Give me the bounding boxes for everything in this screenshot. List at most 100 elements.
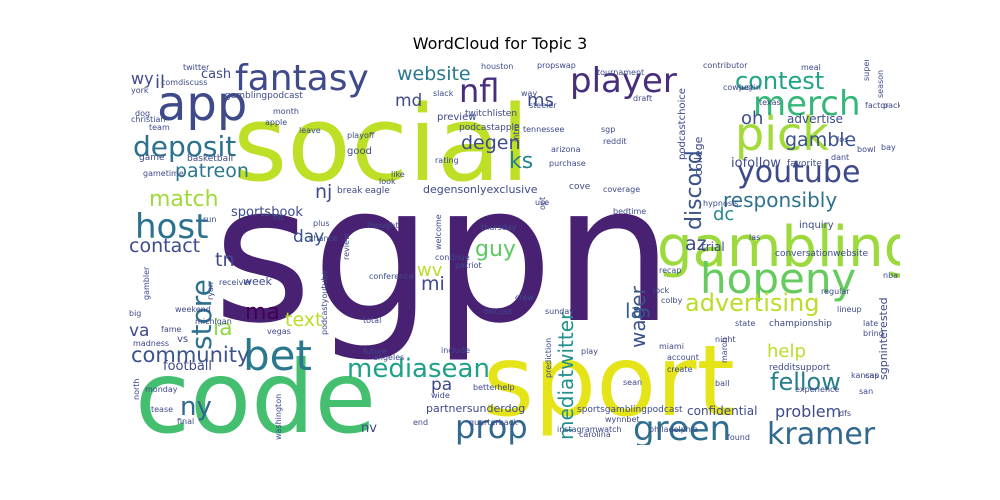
word-washington: washington	[274, 394, 283, 440]
word-cash: cash	[201, 67, 231, 82]
word-leave: leave	[299, 126, 321, 135]
word-gametime: gametime	[143, 169, 184, 178]
word-ia: ia	[213, 316, 233, 341]
word-problem: problem	[775, 402, 841, 421]
word-future: future	[363, 347, 387, 356]
word-madness: madness	[133, 339, 169, 348]
word-north: north	[132, 379, 141, 400]
word-patriot: patriot	[455, 261, 482, 270]
word-coverage: coverage	[603, 185, 640, 194]
word-day: day	[293, 227, 324, 247]
word-texas: texas	[759, 98, 781, 107]
word-use: use	[535, 198, 549, 207]
word-welcome: welcome	[434, 214, 443, 250]
word-partnersunderdog: partnersunderdog	[426, 402, 525, 415]
word-bet: bet	[243, 331, 312, 380]
word-app: app	[157, 76, 247, 132]
word-rating: rating	[435, 156, 459, 165]
word-la: la	[625, 299, 643, 323]
word-redditsupport: redditsupport	[769, 363, 831, 373]
word-hypnosis: hypnosis	[703, 199, 738, 208]
word-community: community	[131, 343, 249, 367]
word-include: include	[441, 346, 470, 355]
word-hit: hit	[273, 213, 283, 222]
word-review: review	[342, 233, 351, 260]
word-angeles: angeles	[373, 353, 404, 362]
word-packer: packer	[883, 101, 900, 110]
word-cap: cap	[865, 371, 879, 380]
word-team: team	[149, 123, 170, 132]
word-va: va	[129, 321, 149, 341]
word-preview: preview	[437, 112, 476, 123]
word-dc: dc	[713, 204, 734, 225]
word-iofollow: iofollow	[731, 156, 781, 171]
word-plus: plus	[313, 219, 330, 228]
word-deposit: deposit	[133, 130, 236, 163]
word-march: march	[720, 338, 729, 363]
word-cove: cove	[569, 182, 591, 192]
word-bedtime: bedtime	[613, 207, 646, 216]
word-instagramwatch: instagramwatch	[557, 425, 622, 434]
word-oh: oh	[741, 108, 763, 129]
word-big: big	[129, 309, 141, 318]
word-dog: dog	[135, 109, 150, 118]
word-wager: wager	[626, 285, 650, 348]
word-responsibly: responsibly	[723, 188, 837, 212]
word-dant: dant	[831, 153, 849, 162]
word-weekend: weekend	[175, 305, 211, 314]
word-play: play	[581, 347, 598, 356]
word-end: end	[413, 418, 428, 427]
word-help: help	[767, 341, 806, 362]
word-dfs: dfs	[839, 409, 851, 418]
word-way: way	[521, 89, 537, 98]
word-ny: ny	[180, 392, 212, 422]
word-miami: miami	[659, 342, 684, 351]
word-create: create	[667, 365, 692, 374]
word-thursday: thursday	[481, 223, 517, 232]
word-gamble: gamble	[785, 129, 856, 151]
word-match: match	[149, 187, 219, 212]
word-prediction: prediction	[544, 338, 553, 378]
word-basketball: basketball	[187, 154, 233, 164]
word-continue: continue	[435, 253, 470, 262]
word-sportsbook: sportsbook	[231, 205, 303, 220]
word-justin: justin	[738, 83, 761, 92]
word-game: game	[139, 153, 165, 163]
word-ms: ms	[527, 90, 554, 111]
word-social: social	[233, 83, 530, 205]
word-super: super	[862, 60, 871, 81]
word-ks: ks	[509, 149, 533, 174]
word-wynnbet: wynnbet	[605, 415, 640, 424]
word-wv: wv	[417, 260, 443, 281]
word-run: run	[203, 215, 216, 224]
word-los: los	[837, 135, 848, 144]
word-twitchlisten: twitchlisten	[465, 109, 517, 119]
word-intro: intro	[512, 123, 521, 142]
word-opt: opt	[538, 197, 547, 210]
word-slack: slack	[433, 89, 454, 98]
word-lock: lock	[653, 286, 670, 295]
word-advertising: advertising	[685, 289, 819, 317]
word-tournament: tournament	[597, 68, 644, 77]
word-nj: nj	[315, 181, 332, 203]
word-lineup: lineup	[837, 305, 862, 314]
word-state: state	[735, 319, 755, 328]
word-football: football	[163, 359, 212, 374]
word-website: website	[397, 63, 471, 85]
word-apple: apple	[265, 118, 287, 127]
word-nv: nv	[361, 421, 377, 436]
word-final: final	[177, 417, 194, 426]
word-ball: ball	[715, 379, 729, 388]
wordcloud-area: sgpn social sport code gambling app pick hopeny…	[125, 60, 900, 445]
word-podcastapple: podcastapple	[459, 123, 520, 133]
word-championship: championship	[769, 319, 832, 329]
word-nfl: nfl	[459, 72, 499, 110]
word-twitter: twitter	[183, 63, 210, 72]
word-sgpninterested: sgpninterested	[877, 297, 890, 380]
word-mi: mi	[421, 273, 445, 295]
word-sportsgamblingpodcast: sportsgamblingpodcast	[577, 405, 683, 415]
word-sunday: sunday	[545, 307, 574, 316]
word-quarterback: quarterback	[469, 418, 518, 427]
word-il: il	[155, 72, 165, 93]
word-arizona: arizona	[551, 145, 581, 154]
